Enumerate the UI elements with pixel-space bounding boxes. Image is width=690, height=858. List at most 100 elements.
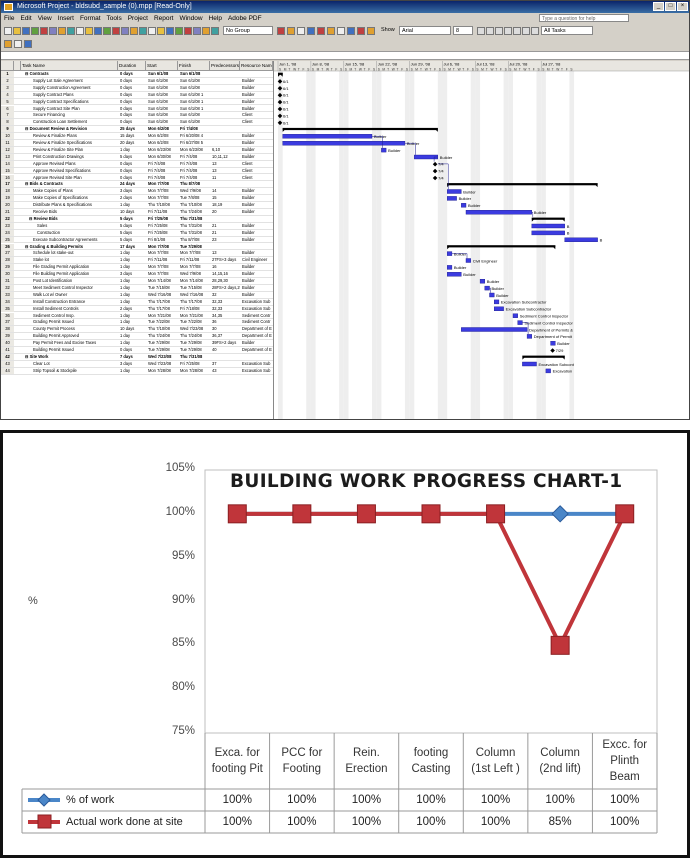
toolbar-icon[interactable] — [357, 27, 365, 35]
task-row[interactable]: 20 Distribute Plans & Specifications 1 day… — [1, 202, 273, 209]
task-row[interactable]: 13 Print Construction Drawings 5 days Mon 6… — [1, 153, 273, 161]
menu-window[interactable]: Window — [179, 15, 203, 22]
task-row[interactable]: 23 Sales 5 days Fri 7/25/08 Thu 7/31/08 21 Bui… — [1, 222, 273, 230]
task-row[interactable]: 43 Clear Lot 3 days Wed 7/23/08 Fri 7/25/08 3… — [1, 360, 273, 368]
task-row[interactable]: 25 Execute Subcontractor Agreements 5 days… — [1, 236, 273, 244]
task-row[interactable]: 44 Strip Topsoil & Stockpile 1 day Mon 7/28… — [1, 367, 273, 375]
toolbar-icon[interactable] — [112, 27, 120, 35]
toolbar-icon[interactable] — [4, 40, 12, 48]
menu-adobe-pdf[interactable]: Adobe PDF — [227, 15, 262, 22]
toolbar-icon[interactable] — [94, 27, 102, 35]
toolbar-icon[interactable] — [103, 27, 111, 35]
task-row[interactable]: 10 Review & Finalize Plans 15 days Mon 6/2/… — [1, 133, 273, 140]
column-header[interactable]: Predecessors — [210, 61, 240, 71]
task-row[interactable]: 11 Review & Finalize Specifications 20 day… — [1, 140, 273, 147]
task-row[interactable]: 40 Pay Permit Fees and Excise Taxes 1 day T… — [1, 340, 273, 347]
task-row[interactable]: 17 ⊟ Bids & Contracts 24 days Mon 7/7/08 Thu… — [1, 181, 273, 189]
toolbar-icon[interactable] — [67, 27, 75, 35]
filter-combo[interactable]: All Tasks — [541, 26, 593, 35]
task-row[interactable]: 21 Receive Bids 10 days Fri 7/11/08 Thu 7/24… — [1, 209, 273, 216]
collapse-icon[interactable]: ⊟ — [25, 181, 30, 187]
toolbar-icon[interactable] — [24, 40, 32, 48]
toolbar-icon[interactable] — [4, 27, 12, 35]
menu-file[interactable]: File — [4, 15, 15, 22]
task-row[interactable]: 41 Building Permit Issued 0 days Tue 7/29/0… — [1, 347, 273, 354]
task-row[interactable]: 1 ⊟ Contracts 0 days Sun 6/1/08 Sun 6/1/08 — [1, 71, 273, 78]
menu-view[interactable]: View — [37, 15, 52, 22]
task-row[interactable]: 26 ⊟ Grading & Building Permits 17 days Mon… — [1, 243, 273, 251]
column-header[interactable] — [1, 61, 14, 71]
menu-help[interactable]: Help — [208, 15, 222, 22]
toolbar-icon[interactable] — [327, 27, 335, 35]
toolbar-icon[interactable] — [337, 27, 345, 35]
toolbar-icon[interactable] — [513, 27, 521, 35]
minimize-button[interactable]: _ — [653, 2, 664, 11]
toolbar-icon[interactable] — [495, 27, 503, 35]
collapse-icon[interactable]: ⊟ — [25, 353, 30, 359]
collapse-icon[interactable]: ⊟ — [25, 71, 30, 76]
task-row[interactable]: 39 Building Permit Approved 1 day Thu 7/24/… — [1, 333, 273, 341]
task-row[interactable]: 35 Install Sediment Controls 2 days Thu 7/1… — [1, 305, 273, 313]
menu-insert[interactable]: Insert — [57, 15, 74, 22]
toolbar-icon[interactable] — [13, 27, 21, 35]
toolbar-icon[interactable] — [184, 27, 192, 35]
toolbar-icon[interactable] — [175, 27, 183, 35]
toolbar-icon[interactable] — [347, 27, 355, 35]
toolbar-icon[interactable] — [130, 27, 138, 35]
menu-format[interactable]: Format — [79, 15, 101, 22]
task-row[interactable]: 18 Make Copies of Plans 3 days Mon 7/7/08 We… — [1, 188, 273, 196]
column-header[interactable]: Resource Name — [240, 61, 273, 71]
toolbar-icon[interactable] — [486, 27, 494, 35]
toolbar-icon[interactable] — [287, 27, 295, 35]
toolbar-icon[interactable] — [22, 27, 30, 35]
collapse-icon[interactable]: ⊟ — [25, 126, 30, 132]
column-header[interactable]: Duration — [118, 61, 146, 71]
menu-project[interactable]: Project — [127, 15, 148, 22]
task-row[interactable]: 6 Supply Contract Site Plan 0 days Sun 6/1/… — [1, 105, 273, 113]
toolbar-icon[interactable] — [522, 27, 530, 35]
toolbar-icon[interactable] — [531, 27, 539, 35]
toolbar-icon[interactable] — [157, 27, 165, 35]
toolbar-icon[interactable] — [202, 27, 210, 35]
collapse-icon[interactable]: ⊟ — [29, 215, 34, 221]
task-row[interactable]: 4 Supply Contract Plans 0 days Sun 6/1/08 Su… — [1, 91, 273, 99]
task-row[interactable]: 27 Schedule lot stake-out 1 day Mon 7/7/08 M… — [1, 250, 273, 258]
task-row[interactable]: 22 ⊟ Review Bids 5 days Fri 7/25/08 Thu 7/31… — [1, 215, 273, 223]
task-row[interactable]: 15 Approve Revised Specifications 0 days Fr… — [1, 167, 273, 175]
task-row[interactable]: 36 Sediment Control Insp. 1 day Mon 7/21/08… — [1, 312, 273, 320]
task-row[interactable]: 12 Review & Finalize Site Plan 1 day Mon 6/… — [1, 146, 273, 154]
toolbar-icon[interactable] — [504, 27, 512, 35]
task-row[interactable]: 29 File Grading Permit Application 1 day Mo… — [1, 264, 273, 272]
toolbar-icon[interactable] — [297, 27, 305, 35]
task-row[interactable]: 7 Secure Financing 0 days Sun 6/1/08 Sun 6/1… — [1, 112, 273, 120]
task-row[interactable]: 30 File Building Permit Application 3 days… — [1, 271, 273, 278]
menu-tools[interactable]: Tools — [106, 15, 122, 22]
task-row[interactable]: 28 Stake lot 1 day Fri 7/11/08 Fri 7/11/08 27… — [1, 257, 273, 265]
group-combo[interactable]: No Group — [223, 26, 273, 35]
maximize-button[interactable]: □ — [665, 2, 676, 11]
toolbar-icon[interactable] — [166, 27, 174, 35]
task-row[interactable]: 38 County Permit Process 10 days Thu 7/10/0… — [1, 326, 273, 334]
task-row[interactable]: 2 Supply Lot Sale Agreement 0 days Sun 6/1/… — [1, 77, 273, 85]
task-row[interactable]: 31 Post Lot Identification 1 day Mon 7/14/0… — [1, 278, 273, 285]
task-row[interactable]: 24 Construction 5 days Fri 7/25/08 Thu 7/31/… — [1, 229, 273, 237]
toolbar-icon[interactable] — [367, 27, 375, 35]
close-button[interactable]: × — [677, 2, 688, 11]
toolbar-icon[interactable] — [477, 27, 485, 35]
task-row[interactable]: 33 Walk Lot w/ Owner 1 day Wed 7/16/08 Wed 7… — [1, 291, 273, 299]
task-row[interactable]: 34 Install Construction Entrance 1 day Thu … — [1, 298, 273, 306]
task-row[interactable]: 16 Approve Revised Site Plan 0 days Fri 7/4… — [1, 174, 273, 182]
toolbar-icon[interactable] — [14, 40, 22, 48]
menu-edit[interactable]: Edit — [20, 15, 32, 22]
toolbar-icon[interactable] — [211, 27, 219, 35]
toolbar-icon[interactable] — [277, 27, 285, 35]
column-header[interactable]: Start — [146, 61, 178, 71]
font-combo[interactable]: Arial — [399, 26, 451, 35]
menu-report[interactable]: Report — [153, 15, 174, 22]
font-size-combo[interactable]: 8 — [453, 26, 473, 35]
toolbar-icon[interactable] — [139, 27, 147, 35]
collapse-icon[interactable]: ⊟ — [25, 243, 30, 249]
task-row[interactable]: 37 Grading Permit Issued 1 day Tue 7/22/08 T… — [1, 319, 273, 327]
toolbar-icon[interactable] — [121, 27, 129, 35]
toolbar-icon[interactable] — [85, 27, 93, 35]
